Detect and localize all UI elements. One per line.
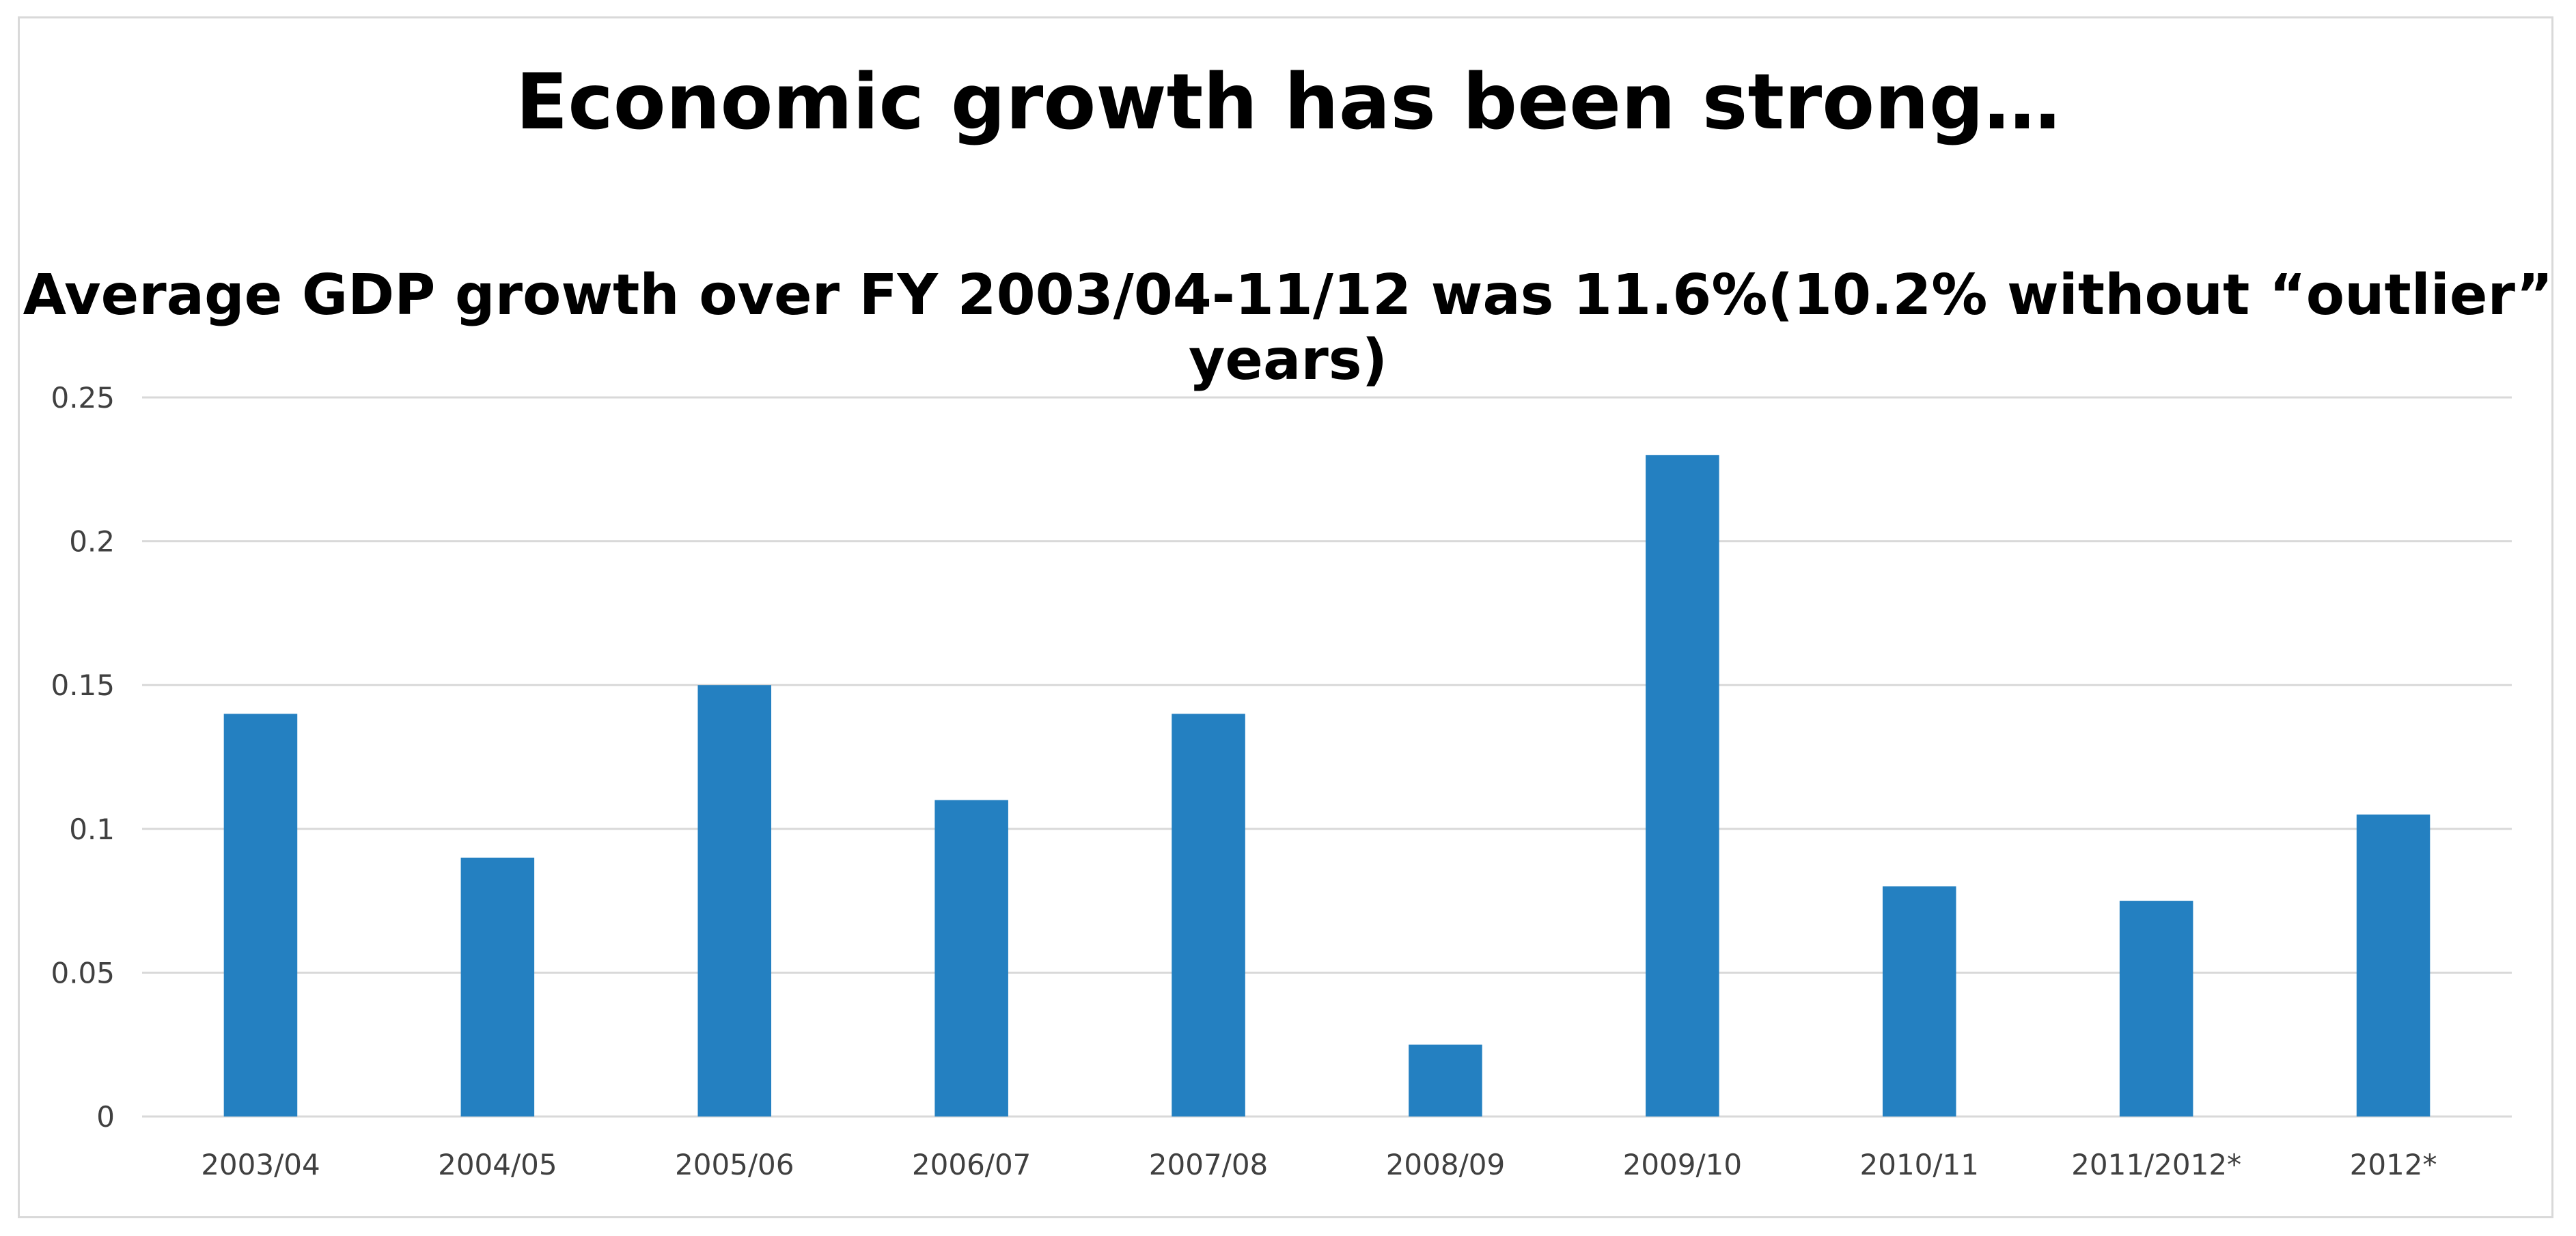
y-tick-label: 0.15	[51, 669, 115, 702]
y-tick-label: 0.05	[51, 956, 115, 989]
bar-2009-10	[1646, 455, 1719, 1116]
x-category-label: 2007/08	[1149, 1148, 1268, 1181]
gridlines	[142, 396, 2512, 1118]
x-category-label: 2011/2012*	[2071, 1148, 2241, 1181]
x-category-label: 2006/07	[912, 1148, 1031, 1181]
y-tick-label: 0	[96, 1100, 115, 1134]
x-category-label: 2003/04	[201, 1148, 320, 1181]
chart-title: Economic growth has been strong…	[515, 58, 2061, 147]
x-category-label: 2004/05	[438, 1148, 557, 1181]
bar-2010-11	[1882, 886, 1956, 1116]
x-category-label: 2012*	[2350, 1148, 2437, 1181]
y-axis-ticks: 0 0.05 0.1 0.15 0.2 0.25	[51, 381, 115, 1134]
y-tick-label: 0.2	[69, 525, 115, 559]
x-category-label: 2005/06	[675, 1148, 794, 1181]
x-category-label: 2010/11	[1860, 1148, 1979, 1181]
bar-2006-07	[934, 800, 1008, 1116]
chart-subtitle: Average GDP growth over FY 2003/04-11/12…	[23, 263, 2553, 393]
bars	[223, 455, 2430, 1116]
bar-2008-09	[1409, 1044, 1482, 1116]
bar-2003-04	[223, 714, 298, 1116]
bar-2012	[2356, 814, 2430, 1116]
x-axis-labels: 2003/04 2004/05 2005/06 2006/07 2007/08 2008/…	[201, 1148, 2437, 1181]
bar-2004-05	[460, 857, 535, 1116]
y-tick-label: 0.25	[51, 381, 115, 415]
y-tick-label: 0.1	[69, 813, 115, 846]
bar-2011-2012	[2119, 901, 2193, 1116]
bar-2005-06	[697, 685, 772, 1116]
x-category-label: 2009/10	[1623, 1148, 1742, 1181]
bar-2007-08	[1172, 714, 1245, 1116]
x-category-label: 2008/09	[1386, 1148, 1505, 1181]
